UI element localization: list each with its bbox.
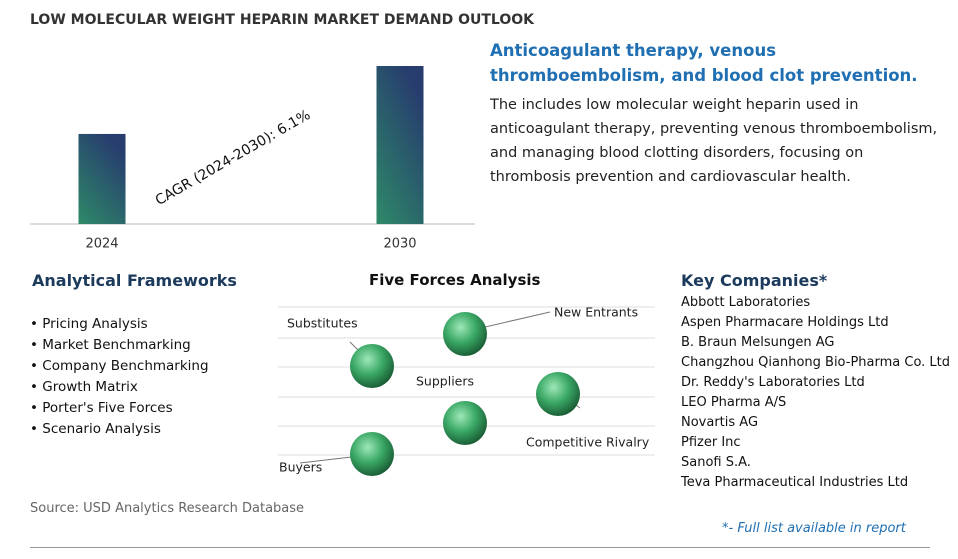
force-label: New Entrants	[554, 305, 638, 320]
force-label: Buyers	[279, 460, 322, 475]
bullet: •	[30, 379, 43, 395]
force-label: Substitutes	[287, 316, 358, 331]
force-sphere	[350, 432, 394, 476]
leader-line	[299, 455, 361, 464]
bar	[78, 133, 126, 224]
bullet: •	[30, 316, 43, 332]
item-text: Novartis AG	[681, 415, 759, 430]
force-label: Suppliers	[416, 374, 474, 389]
item-text: Company Benchmarking	[42, 358, 209, 374]
bar	[376, 66, 424, 224]
list-item: • Growth Matrix	[30, 377, 209, 398]
bullet: •	[30, 337, 43, 353]
item-text: B. Braun Melsungen AG	[681, 335, 835, 350]
companies-title: Key Companies*	[681, 271, 828, 290]
page-title: LOW MOLECULAR WEIGHT HEPARIN MARKET DEMA…	[30, 12, 534, 28]
item-text: Pricing Analysis	[42, 316, 148, 332]
item-text: Market Benchmarking	[42, 337, 191, 353]
x-tick-label: 2030	[383, 237, 416, 252]
list-item: • Market Benchmarking	[30, 335, 209, 356]
x-tick-label: 2024	[85, 237, 118, 252]
list-item: Sanofi S.A.	[681, 453, 950, 473]
item-text: Porter's Five Forces	[42, 400, 173, 416]
item-text: Aspen Pharmacare Holdings Ltd	[681, 315, 889, 330]
list-item: B. Braun Melsungen AG	[681, 333, 950, 353]
companies-list: Abbott Laboratories Aspen Pharmacare Hold…	[681, 293, 950, 493]
item-text: Pfizer Inc	[681, 435, 741, 450]
item-text: Scenario Analysis	[42, 421, 161, 437]
list-item: • Pricing Analysis	[30, 314, 209, 335]
list-item: Dr. Reddy's Laboratories Ltd	[681, 373, 950, 393]
description: The includes low molecular weight hepari…	[490, 97, 938, 185]
five-forces-title: Five Forces Analysis	[369, 271, 541, 289]
frameworks-title: Analytical Frameworks	[32, 271, 237, 290]
list-item: LEO Pharma A/S	[681, 393, 950, 413]
source: Source: USD Analytics Research Database	[30, 501, 305, 516]
bullet: •	[30, 358, 43, 374]
item-text: Growth Matrix	[42, 379, 138, 395]
frameworks-list: • Pricing Analysis • Market Benchmarking •…	[30, 314, 209, 440]
headline: Anticoagulant therapy, venous thromboemb…	[490, 41, 918, 85]
bullet: •	[30, 400, 43, 416]
bottom-rule	[30, 547, 930, 548]
bullet: •	[30, 421, 43, 437]
force-label: Competitive Rivalry	[526, 435, 650, 450]
list-item: Novartis AG	[681, 413, 950, 433]
list-item: Changzhou Qianhong Bio-Pharma Co. Ltd	[681, 353, 950, 373]
list-item: Abbott Laboratories	[681, 293, 950, 313]
list-item: • Company Benchmarking	[30, 356, 209, 377]
item-text: Changzhou Qianhong Bio-Pharma Co. Ltd	[681, 355, 951, 370]
footnote: *- Full list available in report	[722, 521, 906, 536]
item-text: LEO Pharma A/S	[681, 395, 787, 410]
list-item: • Scenario Analysis	[30, 419, 209, 440]
item-text: Dr. Reddy's Laboratories Ltd	[681, 375, 865, 390]
list-item: Aspen Pharmacare Holdings Ltd	[681, 313, 950, 333]
force-sphere	[443, 312, 487, 356]
force-sphere	[350, 344, 394, 388]
list-item: Teva Pharmaceutical Industries Ltd	[681, 473, 950, 493]
item-text: Abbott Laboratories	[681, 295, 811, 310]
item-text: Sanofi S.A.	[681, 455, 751, 470]
item-text: Teva Pharmaceutical Industries Ltd	[681, 475, 909, 490]
list-item: Pfizer Inc	[681, 433, 950, 453]
cagr-annotation: CAGR (2024-2030): 6.1%	[153, 107, 314, 209]
list-item: • Porter's Five Forces	[30, 398, 209, 419]
force-sphere	[443, 401, 487, 445]
force-sphere	[536, 372, 580, 416]
